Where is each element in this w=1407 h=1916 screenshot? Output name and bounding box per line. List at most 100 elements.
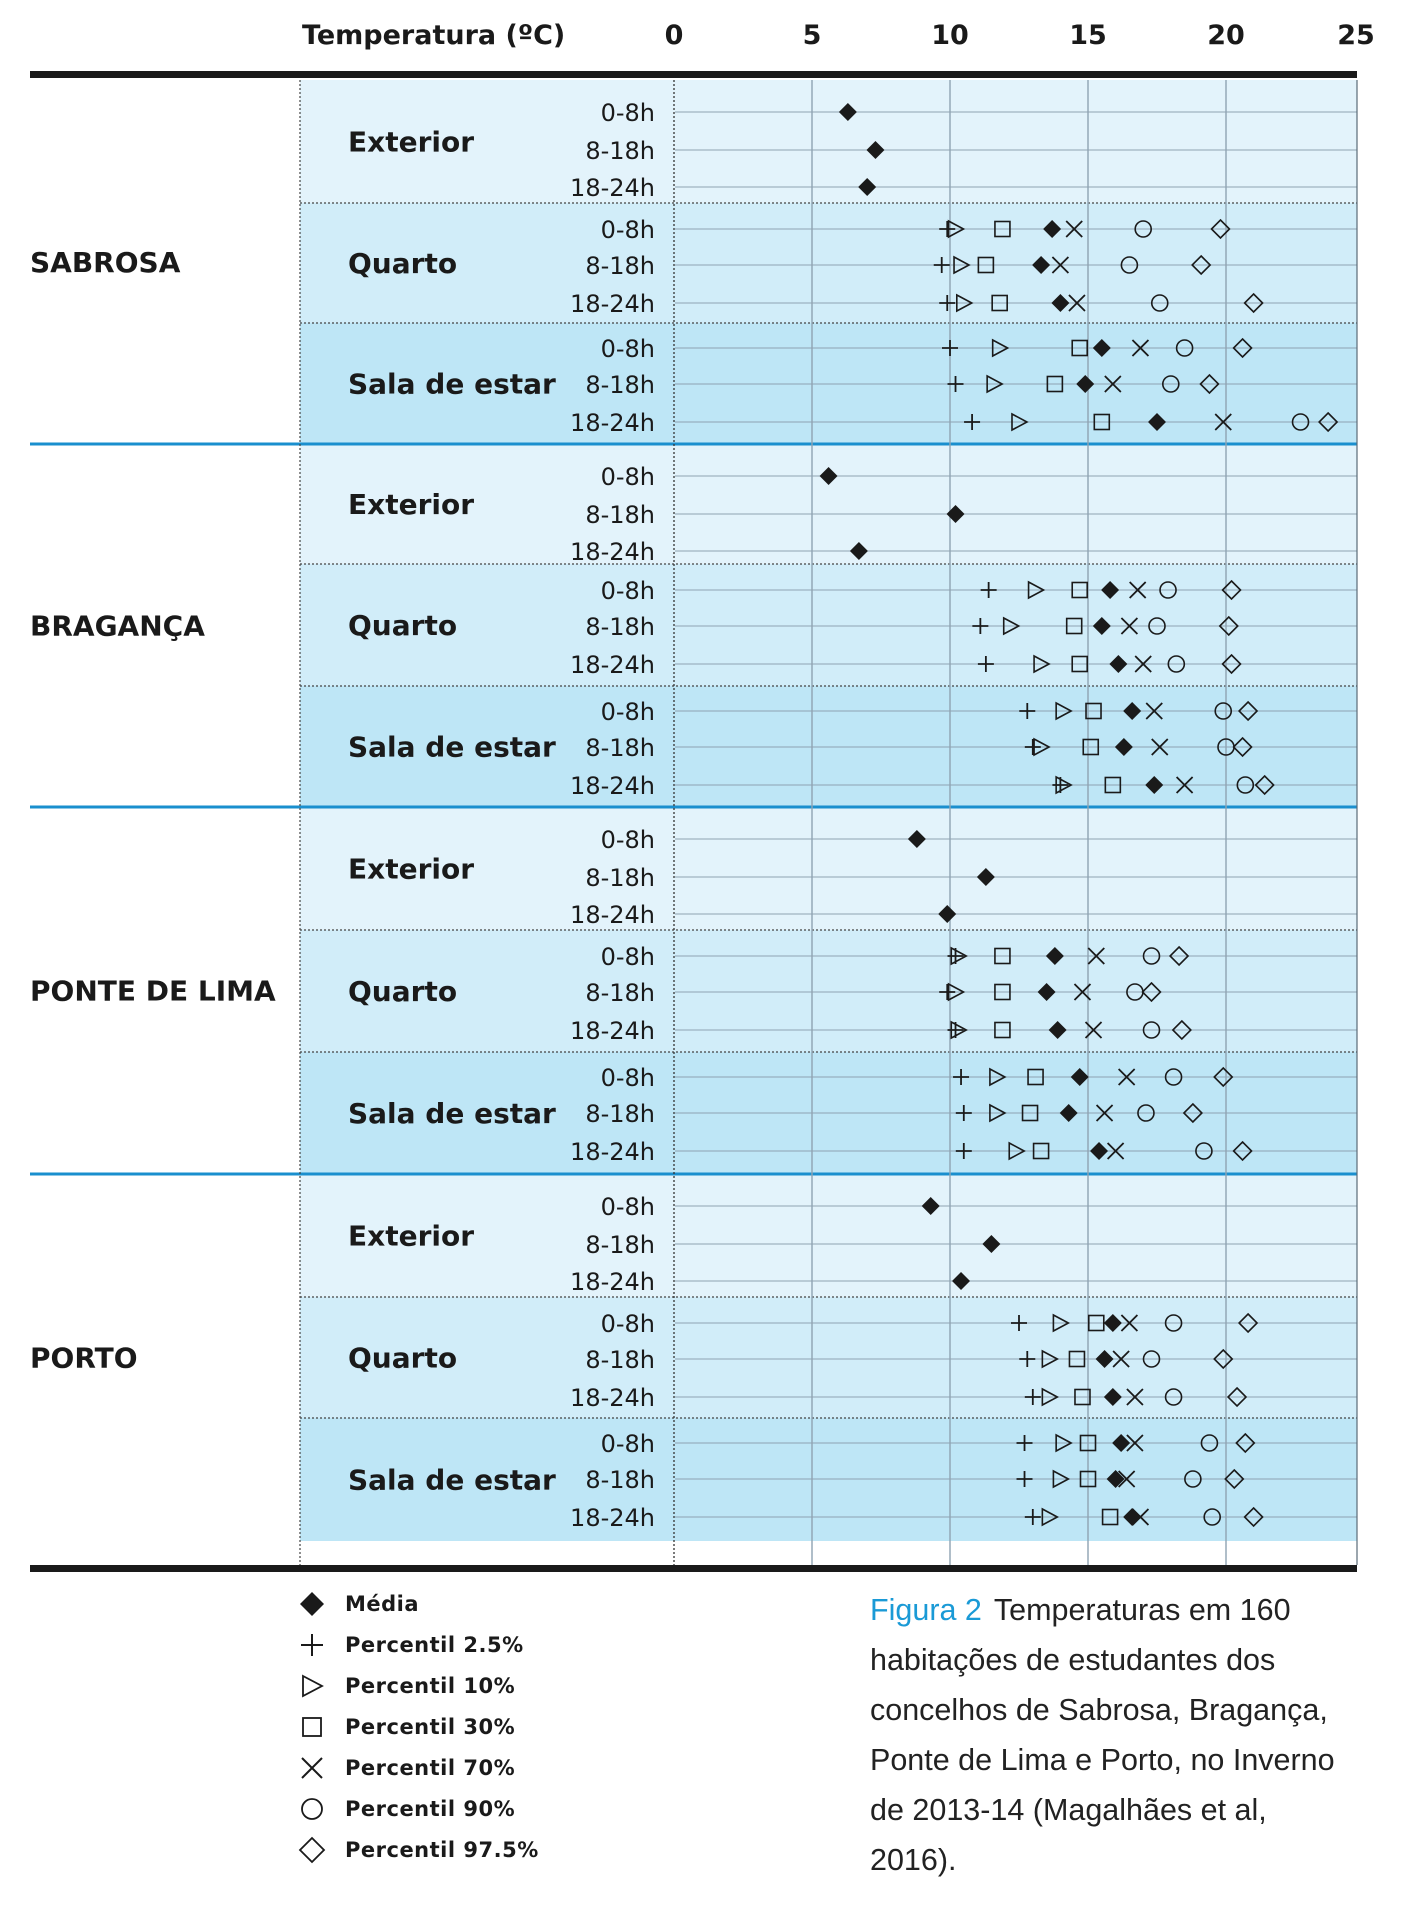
- band-quarto: [300, 564, 1357, 686]
- p97-5-marker: [1213, 1066, 1234, 1088]
- filled-diamond-icon: [300, 1592, 324, 1616]
- mean-marker: [1037, 983, 1056, 1001]
- p97-5-marker: [1199, 373, 1220, 395]
- period-label: 8-18h: [585, 137, 655, 165]
- p10-marker: [955, 293, 974, 313]
- figure-label: Figura 2: [870, 1593, 982, 1627]
- p30-marker: [1093, 413, 1111, 431]
- x-tick-label: 25: [1337, 20, 1375, 51]
- room-label: Exterior: [348, 488, 474, 521]
- mean-marker: [1101, 581, 1120, 599]
- p70-marker: [1065, 220, 1083, 238]
- mean-marker: [1123, 702, 1142, 720]
- p70-marker: [1118, 1068, 1136, 1086]
- period-label: 0-8h: [601, 216, 655, 244]
- p97-5-marker: [1182, 1102, 1204, 1124]
- mean-marker: [1109, 655, 1128, 673]
- p90-marker: [1164, 1388, 1183, 1406]
- p30-marker: [1085, 702, 1102, 720]
- p10-marker: [1041, 1507, 1060, 1527]
- p10-marker: [1055, 1433, 1073, 1453]
- p97-5-marker: [1171, 1019, 1192, 1041]
- region-divider: [30, 805, 1357, 809]
- p70-marker: [1073, 983, 1092, 1001]
- p90-marker: [1148, 617, 1166, 635]
- mean-marker: [1092, 339, 1111, 357]
- p30-marker: [1065, 617, 1083, 635]
- period-label: 18-24h: [570, 651, 655, 679]
- p90-marker: [1203, 1508, 1221, 1526]
- p90-marker: [1164, 1314, 1183, 1332]
- period-label: 0-8h: [601, 577, 655, 605]
- mean-marker: [838, 103, 857, 121]
- mean-marker: [976, 868, 995, 886]
- mean-marker: [1148, 413, 1166, 431]
- p10-marker: [953, 255, 971, 275]
- p10-marker: [991, 338, 1010, 358]
- mean-marker: [1112, 1434, 1131, 1452]
- period-label: 0-8h: [601, 1064, 655, 1092]
- p97-5-marker: [1221, 653, 1242, 675]
- p30-marker: [991, 294, 1008, 312]
- p2-5-marker: [939, 984, 956, 1000]
- band-exterior: [300, 80, 1357, 203]
- p70-marker: [1126, 1434, 1144, 1452]
- p2-5-marker: [953, 1069, 970, 1085]
- p70-marker: [1104, 375, 1122, 393]
- p30-marker: [994, 220, 1011, 238]
- region-label: PORTO: [30, 1342, 138, 1375]
- temperature-dot-chart: Temperatura (ºC) 0 5 10 15 20 25 Exterior 0-8h…: [30, 20, 1375, 1572]
- p30-marker: [994, 947, 1011, 965]
- caption-text: Temperaturas em 160 habitações de estuda…: [870, 1593, 1335, 1877]
- p10-marker: [947, 219, 966, 239]
- p70-marker: [1087, 947, 1105, 965]
- period-label: 8-18h: [585, 864, 655, 892]
- p30-marker: [1032, 1142, 1050, 1160]
- p30-marker: [994, 1021, 1011, 1039]
- p97-5-marker: [1232, 1140, 1253, 1162]
- mean-marker: [858, 178, 877, 196]
- p10-marker: [1033, 654, 1051, 674]
- period-label: 0-8h: [601, 943, 655, 971]
- plus-icon: [301, 1634, 323, 1656]
- period-label: 18-24h: [570, 1384, 655, 1412]
- mean-marker: [1070, 1068, 1089, 1086]
- period-label: 8-18h: [585, 613, 655, 641]
- p10-marker: [986, 374, 1004, 394]
- period-label: 18-24h: [570, 1017, 655, 1045]
- period-label: 8-18h: [585, 979, 655, 1007]
- p10-marker: [947, 982, 966, 1002]
- p90-marker: [1159, 581, 1177, 599]
- period-label: 0-8h: [601, 335, 655, 363]
- mean-marker: [938, 905, 957, 923]
- p2-5-marker: [955, 1105, 972, 1121]
- region-divider: [30, 442, 1357, 446]
- period-label: 18-24h: [570, 409, 655, 437]
- p90-marker: [1167, 655, 1186, 673]
- period-label: 0-8h: [601, 99, 655, 127]
- p30-marker: [1027, 1068, 1044, 1086]
- mean-marker: [819, 467, 838, 485]
- p90-marker: [1137, 1104, 1155, 1122]
- p90-marker: [1142, 1021, 1161, 1039]
- p2-5-marker: [972, 618, 989, 634]
- p97-5-marker: [1168, 945, 1190, 967]
- legend-label: Média: [345, 1592, 420, 1616]
- top-rule: [30, 71, 1357, 78]
- p10-marker: [1027, 580, 1046, 600]
- room-label: Exterior: [348, 853, 474, 886]
- room-label: Sala de estar: [348, 1464, 556, 1497]
- p30-marker: [1104, 776, 1122, 794]
- p2-5-marker: [1019, 1351, 1036, 1367]
- mean-marker: [1051, 294, 1070, 312]
- legend-label: Percentil 2.5%: [345, 1633, 524, 1657]
- p10-marker: [1041, 1387, 1060, 1407]
- p70-marker: [1051, 256, 1070, 274]
- period-label: 0-8h: [601, 826, 655, 854]
- mean-marker: [1106, 1470, 1125, 1488]
- p2-5-marker: [939, 295, 956, 311]
- p97-5-marker: [1243, 1506, 1264, 1528]
- period-label: 0-8h: [601, 463, 655, 491]
- mean-marker: [1103, 1388, 1122, 1406]
- row-labels: Exterior 0-8h 8-18h 18-24h Quarto 0-8h 8-18h 18…: [30, 99, 655, 1532]
